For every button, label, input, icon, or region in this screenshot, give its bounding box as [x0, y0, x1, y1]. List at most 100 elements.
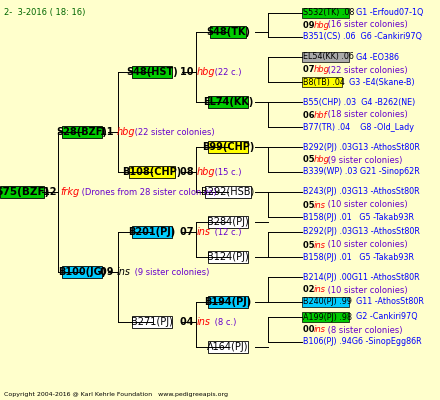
Bar	[208, 341, 248, 353]
Text: 05: 05	[303, 200, 318, 210]
Text: ins: ins	[314, 326, 326, 334]
Text: EL74(KK): EL74(KK)	[203, 97, 253, 107]
Text: G3 -E4(Skane-B): G3 -E4(Skane-B)	[344, 78, 414, 86]
Text: 10: 10	[180, 67, 197, 77]
Text: A199(PJ) .98: A199(PJ) .98	[303, 312, 352, 322]
Text: (10 sister colonies): (10 sister colonies)	[325, 286, 407, 294]
Text: B194(PJ): B194(PJ)	[204, 297, 252, 307]
Bar	[302, 312, 349, 322]
Text: 00: 00	[303, 326, 317, 334]
Text: B292(HSB): B292(HSB)	[202, 187, 255, 197]
Text: (18 sister colonies): (18 sister colonies)	[325, 110, 407, 120]
Text: ins: ins	[314, 286, 326, 294]
Text: ins: ins	[117, 267, 131, 277]
Text: B77(TR) .04    G8 -Old_Lady: B77(TR) .04 G8 -Old_Lady	[303, 122, 414, 132]
Text: 09: 09	[303, 20, 317, 30]
Text: B124(PJ): B124(PJ)	[207, 252, 249, 262]
Text: Copyright 2004-2016 @ Karl Kehrle Foundation   www.pedigreeapis.org: Copyright 2004-2016 @ Karl Kehrle Founda…	[4, 392, 228, 397]
Text: 2-  3-2016 ( 18: 16): 2- 3-2016 ( 18: 16)	[4, 8, 85, 17]
Text: hbg: hbg	[117, 127, 136, 137]
Text: B240(PJ) .99: B240(PJ) .99	[303, 298, 352, 306]
Text: B8(TB) .04: B8(TB) .04	[303, 78, 345, 86]
Text: B108(CHP): B108(CHP)	[122, 167, 182, 177]
Text: 08: 08	[180, 167, 197, 177]
Text: (16 sister colonies): (16 sister colonies)	[325, 20, 407, 30]
Bar	[208, 141, 248, 152]
Text: ins: ins	[314, 240, 326, 250]
Text: B99(CHP): B99(CHP)	[202, 142, 254, 152]
Text: (22 sister colonies): (22 sister colonies)	[132, 128, 214, 136]
Text: (22 c.): (22 c.)	[212, 68, 241, 76]
Text: B106(PJ) .94G6 -SinopEgg86R: B106(PJ) .94G6 -SinopEgg86R	[303, 338, 422, 346]
Text: B158(PJ) .01   G5 -Takab93R: B158(PJ) .01 G5 -Takab93R	[303, 252, 414, 262]
Text: A164(PJ): A164(PJ)	[207, 342, 249, 352]
Text: S28(BZF): S28(BZF)	[57, 127, 107, 137]
Text: G11 -AthosSt80R: G11 -AthosSt80R	[351, 298, 424, 306]
Text: ins: ins	[197, 317, 211, 327]
Text: 07: 07	[180, 227, 197, 237]
Bar	[302, 8, 349, 18]
Bar	[302, 297, 349, 307]
Text: B158(PJ) .01   G5 -Takab93R: B158(PJ) .01 G5 -Takab93R	[303, 212, 414, 222]
Text: (15 c.): (15 c.)	[212, 168, 241, 176]
Text: 11: 11	[100, 127, 117, 137]
Text: hbg: hbg	[197, 67, 216, 77]
Text: B214(PJ) .00G11 -AthosSt80R: B214(PJ) .00G11 -AthosSt80R	[303, 272, 420, 282]
Bar	[208, 216, 248, 228]
Text: B284(PJ): B284(PJ)	[207, 217, 249, 227]
Bar	[62, 126, 103, 138]
Text: (9 sister colonies): (9 sister colonies)	[325, 156, 402, 164]
Text: B292(PJ) .03G13 -AthosSt80R: B292(PJ) .03G13 -AthosSt80R	[303, 228, 420, 236]
Text: (Drones from 28 sister colonies): (Drones from 28 sister colonies)	[79, 188, 216, 196]
Bar	[210, 26, 246, 38]
Text: S532(TK) .08: S532(TK) .08	[303, 8, 354, 18]
Text: B100(JG): B100(JG)	[58, 267, 106, 277]
Text: B292(PJ) .03G13 -AthosSt80R: B292(PJ) .03G13 -AthosSt80R	[303, 142, 420, 152]
Text: (10 sister colonies): (10 sister colonies)	[325, 200, 407, 210]
Bar	[208, 96, 248, 108]
Text: B271(PJ): B271(PJ)	[131, 317, 173, 327]
Bar	[302, 77, 342, 87]
Text: B55(CHP) .03  G4 -B262(NE): B55(CHP) .03 G4 -B262(NE)	[303, 98, 415, 106]
Text: 09: 09	[100, 267, 117, 277]
Text: B351(CS) .06  G6 -Cankiri97Q: B351(CS) .06 G6 -Cankiri97Q	[303, 32, 422, 42]
Bar	[208, 296, 248, 308]
Text: 06: 06	[303, 110, 318, 120]
Text: B243(PJ) .03G13 -AthosSt80R: B243(PJ) .03G13 -AthosSt80R	[303, 188, 420, 196]
Text: S48(TK): S48(TK)	[206, 27, 250, 37]
Text: (9 sister colonies): (9 sister colonies)	[132, 268, 209, 276]
Text: G2 -Cankiri97Q: G2 -Cankiri97Q	[351, 312, 418, 322]
Text: 07: 07	[303, 66, 317, 74]
Text: hbg: hbg	[314, 66, 330, 74]
Text: (12 c.): (12 c.)	[212, 228, 241, 236]
Text: S48(HST): S48(HST)	[126, 67, 178, 77]
Text: EL54(KK) .06: EL54(KK) .06	[303, 52, 354, 62]
Bar	[132, 226, 172, 238]
Text: S75(BZF): S75(BZF)	[0, 187, 49, 197]
Text: B339(WP) .03 G21 -Sinop62R: B339(WP) .03 G21 -Sinop62R	[303, 168, 420, 176]
Bar	[132, 316, 172, 328]
Text: (8 c.): (8 c.)	[212, 318, 236, 326]
Text: (22 sister colonies): (22 sister colonies)	[325, 66, 407, 74]
Bar	[62, 266, 103, 278]
Text: (8 sister colonies): (8 sister colonies)	[325, 326, 402, 334]
Bar	[205, 186, 250, 198]
Text: 02: 02	[303, 286, 318, 294]
Bar	[132, 66, 172, 78]
Text: G1 -Erfoud07-1Q: G1 -Erfoud07-1Q	[351, 8, 424, 18]
Text: 04: 04	[180, 317, 197, 327]
Text: ins: ins	[314, 200, 326, 210]
Text: frkg: frkg	[60, 187, 79, 197]
Text: B201(PJ): B201(PJ)	[128, 227, 176, 237]
Bar	[208, 252, 248, 263]
Text: hbg: hbg	[197, 167, 216, 177]
Text: 05: 05	[303, 156, 318, 164]
Bar	[302, 52, 349, 62]
Text: 05: 05	[303, 240, 318, 250]
Text: hbg: hbg	[314, 156, 330, 164]
Text: G4 -EO386: G4 -EO386	[351, 52, 399, 62]
Bar	[129, 166, 175, 178]
Text: hbg: hbg	[314, 20, 330, 30]
Text: 12: 12	[43, 187, 60, 197]
Bar	[0, 186, 44, 198]
